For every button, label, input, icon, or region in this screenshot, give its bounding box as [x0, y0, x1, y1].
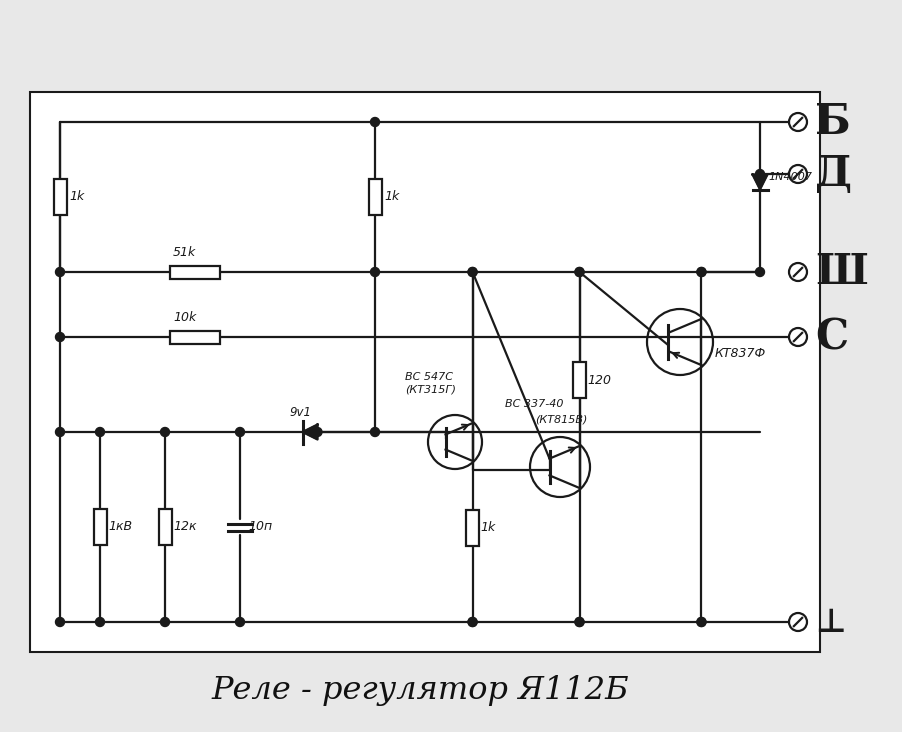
Circle shape	[575, 618, 584, 627]
Text: (КТ815В): (КТ815В)	[535, 415, 587, 425]
Bar	[94, 509, 106, 545]
Text: С: С	[815, 316, 848, 358]
Text: 1кВ: 1кВ	[108, 520, 132, 534]
Text: Б: Б	[815, 101, 851, 143]
Text: 1k: 1k	[481, 521, 496, 534]
Circle shape	[697, 267, 706, 277]
Bar	[53, 179, 67, 215]
Text: 120: 120	[587, 373, 612, 386]
Text: 12к: 12к	[173, 520, 197, 534]
Circle shape	[235, 618, 244, 627]
Circle shape	[575, 267, 584, 277]
Bar	[573, 362, 586, 398]
Circle shape	[756, 170, 765, 179]
Circle shape	[468, 618, 477, 627]
Bar	[170, 331, 220, 343]
Circle shape	[575, 267, 584, 277]
Text: 1N4007: 1N4007	[768, 172, 812, 182]
Bar	[30, 92, 820, 652]
Text: Реле - регулятор Я112Б: Реле - регулятор Я112Б	[211, 674, 629, 706]
Text: 1k: 1k	[69, 190, 84, 203]
Circle shape	[56, 332, 65, 342]
Text: BC 337-40: BC 337-40	[505, 399, 564, 409]
Circle shape	[468, 618, 477, 627]
Text: Д: Д	[815, 153, 852, 195]
Text: (КТ315Г): (КТ315Г)	[405, 385, 456, 395]
Circle shape	[235, 427, 244, 436]
Circle shape	[161, 618, 170, 627]
Text: Ш: Ш	[815, 251, 868, 293]
Circle shape	[313, 427, 322, 436]
Text: 1k: 1k	[384, 190, 400, 203]
Circle shape	[56, 427, 65, 436]
Circle shape	[697, 618, 706, 627]
Circle shape	[371, 267, 380, 277]
Circle shape	[468, 267, 477, 277]
Text: 51k: 51k	[173, 246, 197, 259]
Circle shape	[56, 267, 65, 277]
Polygon shape	[752, 174, 768, 190]
Circle shape	[697, 618, 706, 627]
Text: ⊥: ⊥	[815, 605, 845, 638]
Text: 9v1: 9v1	[290, 406, 311, 419]
Polygon shape	[302, 425, 318, 439]
Text: 10k: 10k	[173, 311, 197, 324]
Text: 10п: 10п	[248, 520, 272, 534]
Circle shape	[96, 427, 105, 436]
Bar	[159, 509, 171, 545]
Circle shape	[371, 427, 380, 436]
Circle shape	[96, 618, 105, 627]
Text: КТ837Ф: КТ837Ф	[715, 347, 767, 360]
Circle shape	[468, 267, 477, 277]
Circle shape	[756, 267, 765, 277]
Bar	[466, 509, 479, 545]
Circle shape	[56, 618, 65, 627]
Circle shape	[697, 267, 706, 277]
Circle shape	[575, 618, 584, 627]
Bar	[369, 179, 382, 215]
Circle shape	[161, 427, 170, 436]
Circle shape	[371, 118, 380, 127]
Bar	[170, 266, 220, 278]
Text: BC 547С: BC 547С	[405, 372, 453, 382]
